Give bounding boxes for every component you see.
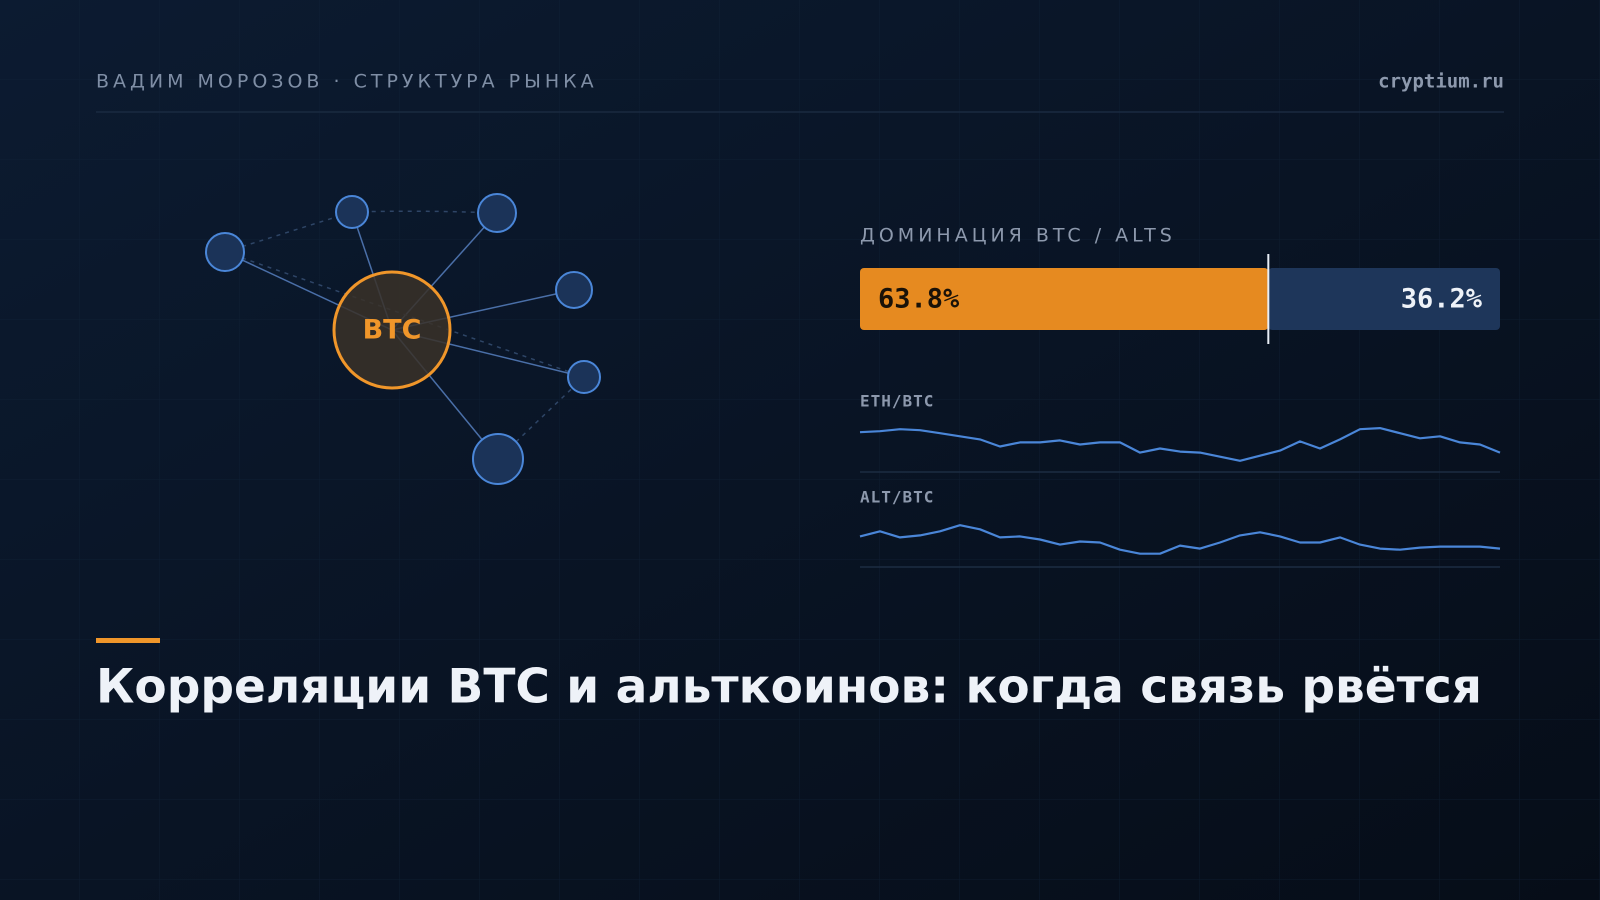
dominance-value: 36.2%	[1401, 284, 1483, 315]
dominance-segment	[860, 268, 1269, 330]
node	[472, 433, 524, 485]
node	[567, 360, 601, 394]
sparkline	[859, 427, 1501, 462]
accent	[96, 638, 160, 643]
node	[335, 195, 369, 229]
sparkline-label: ALT/BTC	[860, 488, 934, 507]
site: cryptium.ru	[1378, 71, 1504, 93]
sparkline-label: ETH/BTC	[860, 392, 934, 411]
dominance-label: ДОМИНАЦИЯ BTC / ALTS	[860, 225, 1176, 247]
node	[555, 271, 593, 309]
dominance-bar: 63.8% 36.2%	[860, 254, 1500, 344]
node	[477, 193, 517, 233]
sparklines: ETH/BTC ALT/BTC	[859, 392, 1501, 568]
title: Корреляции BTC и альткоинов: когда связь…	[96, 660, 1482, 715]
dominance-segment	[1268, 268, 1500, 330]
author: ВАДИМ МОРОЗОВ · СТРУКТУРА РЫНКА	[96, 71, 598, 93]
dominance-value: 63.8%	[878, 284, 960, 315]
sparkline	[859, 524, 1501, 555]
btc-label: BTC	[363, 315, 422, 346]
btc-node	[332, 270, 452, 390]
node	[205, 232, 245, 272]
network	[205, 193, 601, 485]
